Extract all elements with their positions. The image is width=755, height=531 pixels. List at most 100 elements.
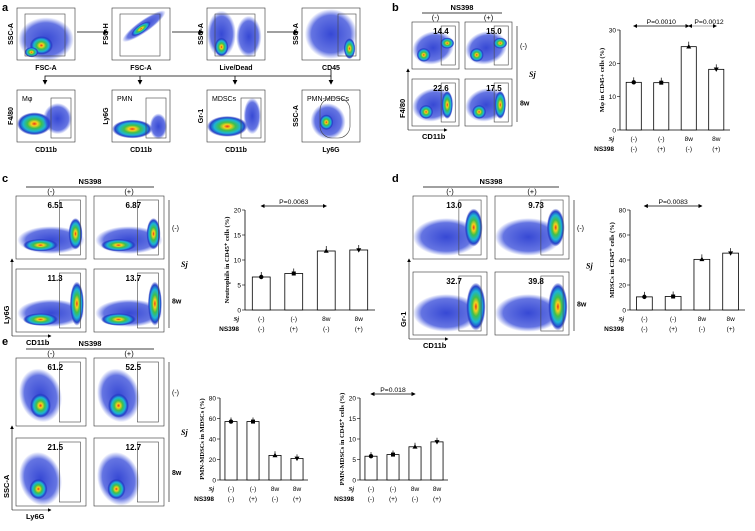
axis-y-label: SSC-A <box>2 474 11 498</box>
axis-x-label: CD11b <box>423 341 447 350</box>
ns398-value: (+) <box>433 496 441 503</box>
gate-percent: 6.87 <box>126 201 142 210</box>
y-tick-label: 0 <box>237 308 241 315</box>
p-value: P=0.0083 <box>658 199 688 206</box>
flow-grid-panel_c: NS398 (-) (+) 6.51 6.87 11.3 13.7 (-) 8w Sj CD11b L… <box>2 177 188 347</box>
panel-label-c: c <box>2 173 8 185</box>
y-tick-label: 80 <box>209 396 217 403</box>
sj-value: (-) <box>368 486 375 493</box>
p-value: P=0.0012 <box>694 19 724 26</box>
axis-y-label: Gr-1 <box>399 312 408 327</box>
ns398-value: (+) <box>290 326 298 333</box>
p-value: P=0.0010 <box>647 19 677 26</box>
ns398-value: (-) <box>258 326 265 333</box>
data-point-marker <box>391 452 395 457</box>
data-point-marker <box>294 456 300 462</box>
y-tick-label: 20 <box>619 283 627 290</box>
ns398-value: (+) <box>293 496 301 503</box>
row-sj: Sj <box>349 486 355 493</box>
gate-label: PMN <box>117 96 133 103</box>
ns398-value: (-) <box>272 496 279 503</box>
axis-y-label: SSC-A <box>198 23 205 45</box>
ns398-value: (+) <box>669 326 677 333</box>
gate-percent: 11.3 <box>48 274 64 283</box>
data-point-marker <box>434 440 440 445</box>
ns398-value: (+) <box>355 326 363 333</box>
y-tick-label: 20 <box>609 61 617 68</box>
y-tick-label: 10 <box>234 258 242 265</box>
col-header: (+) <box>124 349 134 358</box>
ns398-value: (+) <box>727 326 735 333</box>
ns398-value: (-) <box>412 496 419 503</box>
col-header: (-) <box>446 187 454 196</box>
y-tick-label: 40 <box>209 437 217 444</box>
treatment-label: NS398 <box>480 177 503 186</box>
sj-value: 8w <box>355 316 364 323</box>
axis-x-label: Ly6G <box>26 512 45 521</box>
y-tick-label: 0 <box>212 478 216 485</box>
panel-a: FSC-A SSC-A FSC-A FSC-H Live/Dead SSC-A CD45 SS… <box>8 7 361 154</box>
sj-value: (-) <box>228 486 235 493</box>
row-label: 8w <box>172 470 182 477</box>
gate-percent: 61.2 <box>48 363 64 372</box>
sj-value: 8w <box>685 136 694 143</box>
bar <box>625 81 642 131</box>
data-point-marker <box>686 44 692 49</box>
row-ns398: NS398 <box>194 496 214 503</box>
axis-y-label: SSC-A <box>293 105 300 127</box>
axis-x-label: FSC-A <box>35 65 56 72</box>
row-label: 8w <box>577 302 587 309</box>
axis-y-label: F4/80 <box>398 99 407 118</box>
group-label: Sj <box>181 428 188 437</box>
data-point-marker <box>642 294 647 300</box>
row-ns398: NS398 <box>594 146 614 153</box>
data-point-marker <box>699 256 705 262</box>
data-point-marker <box>659 80 664 85</box>
bar <box>364 455 378 481</box>
y-tick-label: 40 <box>619 258 627 265</box>
col-header: (+) <box>527 187 537 196</box>
col-header: (-) <box>47 349 55 358</box>
sj-value: 8w <box>698 316 707 323</box>
data-point-marker <box>291 271 296 276</box>
row-sj: Sj <box>234 316 240 323</box>
y-tick-label: 20 <box>209 457 217 464</box>
axis-y-label: Ly6G <box>103 107 110 125</box>
data-point-marker <box>356 248 362 253</box>
sj-value: 8w <box>322 316 331 323</box>
data-point-marker <box>671 294 676 299</box>
bar <box>653 82 670 131</box>
y-tick-label: 15 <box>349 416 357 423</box>
sj-value: (-) <box>390 486 397 493</box>
axis-x-label: CD11b <box>130 147 152 154</box>
gate-percent: 17.5 <box>486 84 502 93</box>
treatment-label: NS398 <box>79 339 102 348</box>
sj-value: 8w <box>433 486 442 493</box>
group-label: Sj <box>181 260 188 269</box>
sj-value: (-) <box>258 316 265 323</box>
flow-grid-panel_e: NS398 (-) (+) 61.2 52.5 21.5 12.7 (-) 8w Sj Ly6G SS… <box>2 339 188 521</box>
y-axis-title: Neutrophils in CD45⁺ cells (%) <box>224 217 231 304</box>
sj-value: 8w <box>293 486 302 493</box>
gate-percent: 6.51 <box>48 201 64 210</box>
bar <box>284 273 304 311</box>
row-sj: Sj <box>619 316 625 323</box>
ns398-value: (-) <box>323 326 330 333</box>
flow-grid-panel_d: NS398 (-) (+) 13.0 9.73 32.7 39.8 (-) 8w Sj CD11b G… <box>399 177 593 350</box>
gate-percent: 12.7 <box>126 443 142 452</box>
axis-y-label: SSC-A <box>293 23 300 45</box>
y-tick-label: 0 <box>352 478 356 485</box>
axis-x-label: Live/Dead <box>219 65 252 72</box>
sj-value: (-) <box>631 136 638 143</box>
flow-grid-panel_b: NS398 (-) (+) 14.4 15.0 22.6 17.5 (-) 8w Sj CD11b F… <box>398 3 536 141</box>
sj-value: (-) <box>641 316 648 323</box>
row-label: (-) <box>577 226 584 233</box>
bar <box>268 454 282 481</box>
col-header: (-) <box>47 187 55 196</box>
bar <box>386 454 400 481</box>
y-axis-title: MDSCs in CD45⁺ cells (%) <box>609 222 616 298</box>
bar <box>349 249 369 311</box>
data-point-marker <box>412 444 418 449</box>
